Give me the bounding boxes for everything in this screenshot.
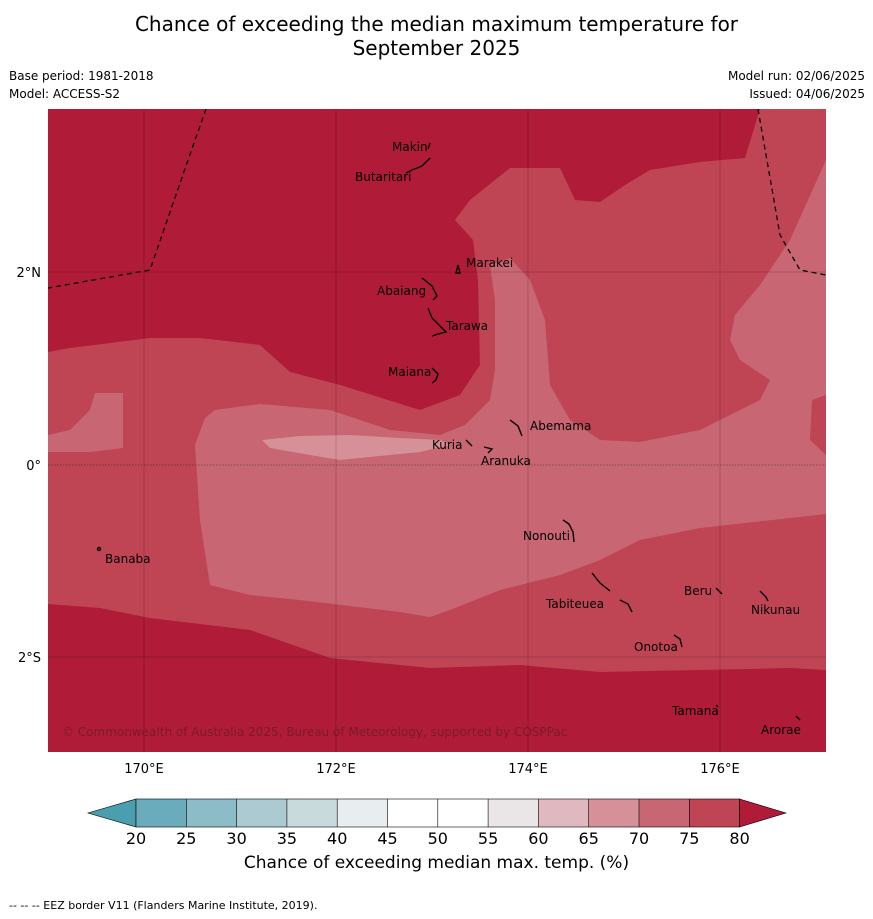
- colorbar-35-40: [286, 799, 338, 827]
- colorbar-50-55: [437, 799, 489, 827]
- graticule: [48, 109, 826, 752]
- lat-tick-2n: 2°N: [17, 266, 42, 281]
- colorbar-30-35: [236, 799, 287, 827]
- cbar-tick-60: 60: [528, 829, 548, 848]
- cbar-tick-20: 20: [126, 829, 146, 848]
- cbar-tick-40: 40: [327, 829, 347, 848]
- cbar-tick-70: 70: [629, 829, 649, 848]
- label-aranuka: Aranuka: [481, 454, 531, 468]
- zone-70-75: [195, 160, 826, 617]
- label-arorae: Arorae: [761, 723, 801, 737]
- map-title: Chance of exceeding the median maximum t…: [0, 12, 873, 60]
- label-tarawa: Tarawa: [445, 319, 488, 333]
- cbar-tick-65: 65: [579, 829, 599, 848]
- island-labels: Makin Butaritari Marakei Abaiang Tarawa …: [105, 140, 801, 737]
- model-name: Model: ACCESS-S2: [9, 87, 121, 101]
- label-maiana: Maiana: [388, 365, 431, 379]
- cbar-tick-25: 25: [176, 829, 196, 848]
- lon-tick-172: 172°E: [316, 762, 356, 777]
- colorbar-65-70: [588, 799, 639, 827]
- cbar-tick-35: 35: [277, 829, 297, 848]
- lon-tick-174: 174°E: [508, 762, 548, 777]
- eez-border: [48, 109, 826, 289]
- cbar-tick-55: 55: [478, 829, 498, 848]
- zone-65-70: [262, 435, 450, 460]
- lon-tick-170: 170°E: [124, 762, 164, 777]
- meta-left: Base period: 1981-2018 Model: ACCESS-S2: [9, 67, 154, 103]
- label-abemama: Abemama: [530, 419, 591, 433]
- label-kuria: Kuria: [432, 438, 463, 452]
- colorbar-70-75: [639, 799, 690, 827]
- title-line-1: Chance of exceeding the median maximum t…: [134, 12, 739, 36]
- colorbar-dividers: [186, 799, 690, 827]
- label-marakei: Marakei: [466, 256, 513, 270]
- label-tabiteuea: Tabiteuea: [545, 597, 604, 611]
- colorbar-40-45: [337, 799, 388, 827]
- label-tamana: Tamana: [671, 704, 719, 718]
- colorbar-ticks: 20 25 30 35 40 45 50 55 60 65 70 75 80: [126, 829, 750, 848]
- label-banaba: Banaba: [105, 552, 151, 566]
- meta-right: Model run: 02/06/2025 Issued: 04/06/2025: [728, 67, 865, 103]
- colorbar: 20 25 30 35 40 45 50 55 60 65 70 75 80: [86, 798, 788, 848]
- zone-70-75-west: [48, 393, 123, 452]
- colorbar-extend-high: [739, 798, 788, 828]
- model-run: Model run: 02/06/2025: [727, 69, 865, 83]
- lat-tick-labels: 2°N 0° 2°S: [17, 266, 42, 666]
- map-area: Makin Butaritari Marakei Abaiang Tarawa …: [48, 109, 826, 752]
- base-period: Base period: 1981-2018: [9, 69, 154, 83]
- label-nonouti: Nonouti: [523, 529, 570, 543]
- label-abaiang: Abaiang: [377, 284, 426, 298]
- lon-tick-labels: 170°E 172°E 174°E 176°E: [124, 762, 740, 777]
- colorbar-60-65: [538, 799, 589, 827]
- colorbar-55-60: [488, 799, 539, 827]
- label-nikunau: Nikunau: [751, 603, 800, 617]
- lon-tick-176: 176°E: [700, 762, 740, 777]
- lat-tick-2s: 2°S: [18, 651, 41, 666]
- cbar-tick-80: 80: [729, 829, 749, 848]
- cbar-tick-30: 30: [226, 829, 246, 848]
- copyright-notice: © Commonwealth of Australia 2025, Bureau…: [62, 725, 567, 739]
- colorbar-label: Chance of exceeding median max. temp. (%…: [243, 853, 630, 873]
- islands: [96, 142, 801, 721]
- colorbar-75-80: [689, 799, 740, 827]
- colorbar-extend-low: [86, 798, 137, 828]
- label-butaritari: Butaritari: [355, 170, 412, 184]
- lat-tick-0: 0°: [26, 459, 41, 474]
- cbar-tick-50: 50: [428, 829, 448, 848]
- colorbar-25-30: [186, 799, 237, 827]
- cbar-tick-45: 45: [377, 829, 397, 848]
- label-onotoa: Onotoa: [634, 640, 678, 654]
- label-makin: Makin: [392, 140, 428, 154]
- colorbar-45-50: [387, 799, 438, 827]
- issued-date: Issued: 04/06/2025: [749, 87, 865, 101]
- colorbar-20-25: [136, 799, 187, 827]
- eez-footnote: -- -- -- EEZ border V11 (Flanders Marine…: [9, 899, 318, 912]
- label-beru: Beru: [684, 584, 712, 598]
- cbar-tick-75: 75: [679, 829, 699, 848]
- title-line-2: September 2025: [352, 36, 521, 60]
